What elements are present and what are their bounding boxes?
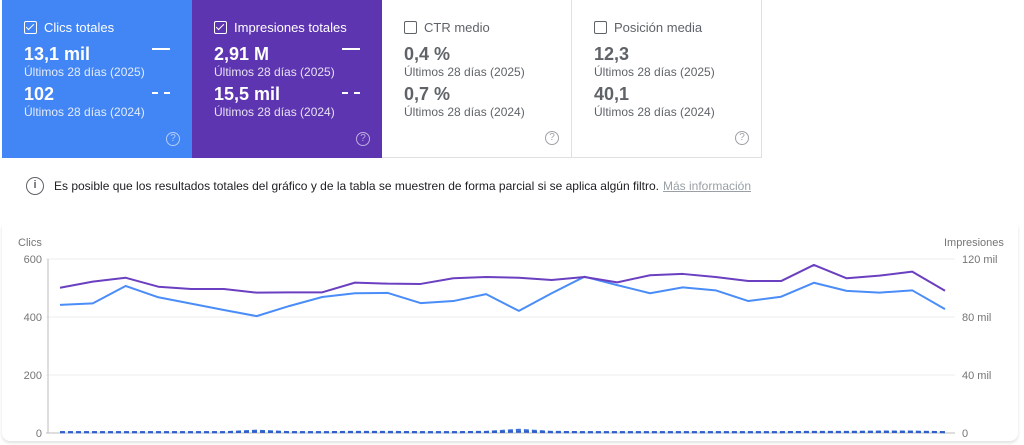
help-icon[interactable]: ?: [166, 132, 180, 146]
metric-cards: Clics totales 13,1 mil Últimos 28 días (…: [2, 0, 762, 158]
previous-period: Últimos 28 días (2024): [24, 105, 145, 119]
help-icon[interactable]: ?: [735, 131, 749, 145]
info-text: Es posible que los resultados totales de…: [54, 179, 659, 193]
card-label: Impresiones totales: [234, 20, 347, 35]
card-label: Clics totales: [44, 20, 115, 35]
solid-line-legend-icon: [342, 48, 360, 50]
previous-period: Últimos 28 días (2024): [214, 105, 335, 119]
y-tick-right: 40 mil: [962, 370, 991, 382]
previous-period: Últimos 28 días (2024): [404, 105, 525, 119]
previous-value: 15,5 mil: [214, 84, 281, 104]
help-icon[interactable]: ?: [545, 131, 559, 145]
card-label: CTR medio: [424, 20, 490, 35]
current-value: 0,4 %: [404, 44, 451, 64]
previous-period: Últimos 28 días (2024): [594, 105, 715, 119]
info-notice: i Es posible que los resultados totales …: [26, 177, 751, 195]
card-label: Posición media: [614, 20, 703, 35]
y-axis-label-right: Impresiones: [944, 237, 1004, 249]
card-clicks[interactable]: Clics totales 13,1 mil Últimos 28 días (…: [2, 0, 192, 158]
current-period: Últimos 28 días (2025): [404, 65, 525, 79]
y-tick-left: 200: [24, 370, 42, 382]
previous-value: 102: [24, 84, 55, 104]
dashed-line-legend-icon: [342, 92, 360, 94]
y-tick-left: 400: [24, 312, 42, 324]
current-period: Últimos 28 días (2025): [24, 65, 145, 79]
checkbox-unchecked-icon[interactable]: [594, 21, 607, 34]
previous-value: 0,7 %: [404, 84, 451, 104]
checkbox-checked-icon[interactable]: [24, 21, 37, 34]
y-tick-left: 0: [36, 428, 42, 440]
series-line-clicks-solid: [59, 275, 946, 318]
current-value: 12,3: [594, 44, 630, 64]
y-tick-right: 120 mil: [962, 254, 997, 266]
series-line-impressions-solid: [59, 263, 946, 294]
card-position[interactable]: Posición media 12,3 Últimos 28 días (202…: [572, 0, 762, 158]
more-info-link[interactable]: Más información: [663, 179, 752, 193]
previous-value: 40,1: [594, 84, 630, 104]
series-line-impressions-dashed: [60, 430, 946, 434]
current-period: Últimos 28 días (2025): [594, 65, 715, 79]
info-icon: i: [26, 177, 44, 195]
dashed-line-legend-icon: [152, 92, 170, 94]
y-tick-left: 600: [24, 254, 42, 266]
help-icon[interactable]: ?: [356, 132, 370, 146]
card-impressions[interactable]: Impresiones totales 2,91 M Últimos 28 dí…: [192, 0, 382, 158]
y-tick-right: 80 mil: [962, 312, 991, 324]
y-tick-right: 0: [962, 428, 968, 440]
current-value: 2,91 M: [214, 44, 270, 64]
solid-line-legend-icon: [152, 48, 170, 50]
current-value: 13,1 mil: [24, 44, 91, 64]
checkbox-unchecked-icon[interactable]: [404, 21, 417, 34]
checkbox-checked-icon[interactable]: [214, 21, 227, 34]
card-ctr[interactable]: CTR medio 0,4 % Últimos 28 días (2025) 0…: [382, 0, 572, 158]
y-axis-label-left: Clics: [18, 237, 42, 249]
current-period: Últimos 28 días (2025): [214, 65, 335, 79]
